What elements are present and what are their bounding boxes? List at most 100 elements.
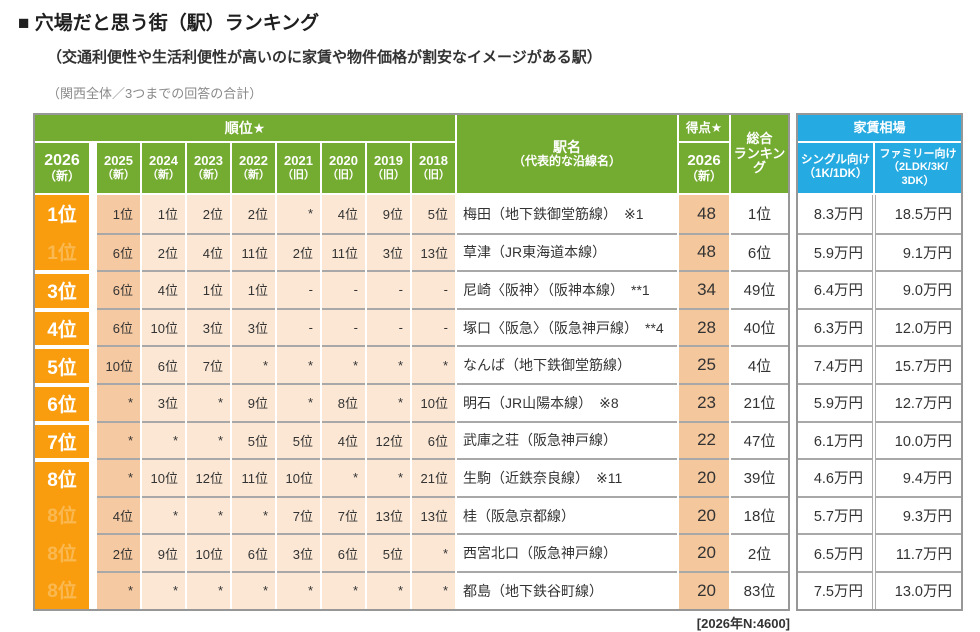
- rent-family-value: 9.1万円: [875, 232, 961, 271]
- history-rank-cell: 2位: [277, 232, 320, 271]
- station-header-line1: 駅名: [553, 139, 581, 156]
- history-rank-cell: 6位: [97, 232, 140, 271]
- rent-single-value: 6.3万円: [798, 307, 873, 346]
- history-rank-cell: 10位: [142, 458, 185, 496]
- column-spacer: [91, 195, 95, 233]
- overall-rank: 6位: [731, 232, 788, 271]
- score-value: 20: [679, 570, 729, 609]
- history-rank-cell: *: [367, 570, 410, 609]
- score-value: 34: [679, 270, 729, 308]
- score-2026-column-header: 2026 （新）: [679, 143, 729, 193]
- rank-cell: 8位: [35, 458, 89, 496]
- year-column-header: 2021 （旧）: [277, 143, 320, 193]
- rent-market-table: 家賃相場 シングル向け （1K/1DK） ファミリー向け （2LDK/3K/ 3…: [796, 113, 963, 611]
- year-column-header: 2019 （旧）: [367, 143, 410, 193]
- rank-cell: 1位: [35, 195, 89, 233]
- history-rank-cell: 11位: [322, 232, 365, 271]
- overall-rank: 2位: [731, 533, 788, 571]
- history-rank-cell: *: [187, 382, 230, 421]
- history-rank-cell: 3位: [277, 533, 320, 571]
- page-title: ■ 穴場だと思う街（駅）ランキング: [18, 13, 320, 34]
- year-header-line2: （新）: [237, 169, 270, 182]
- rent-group-header: 家賃相場: [798, 115, 961, 141]
- rent-family-value: 13.0万円: [875, 570, 961, 609]
- history-rank-cell: 13位: [367, 495, 410, 534]
- history-rank-cell: 10位: [97, 345, 140, 383]
- station-name: 梅田（地下鉄御堂筋線） ※1: [457, 195, 677, 233]
- ranking-table-header: 順位★ 駅名 （代表的な沿線名） 得点★ 総合 ランキング 2026 （新） 2…: [35, 115, 788, 193]
- score-value: 22: [679, 420, 729, 459]
- overall-rank: 39位: [731, 458, 788, 496]
- history-rank-cell: *: [322, 570, 365, 609]
- column-spacer: [91, 308, 95, 346]
- column-spacer: [91, 533, 95, 571]
- history-rank-cell: *: [367, 345, 410, 383]
- history-rank-cell: 2位: [232, 195, 275, 233]
- station-name: 都島（地下鉄谷町線）: [457, 570, 677, 609]
- history-rank-cell: 2位: [142, 232, 185, 271]
- rent-single-value: 5.9万円: [798, 232, 873, 271]
- history-rank-cell: 6位: [97, 307, 140, 346]
- sample-size-note: [2026年N:4600]: [696, 616, 790, 631]
- history-rank-cell: 7位: [277, 495, 320, 534]
- history-rank-cell: 10位: [142, 307, 185, 346]
- rent-family-value: 12.7万円: [875, 382, 961, 421]
- score-value: 20: [679, 458, 729, 496]
- year-header-line2: （旧）: [282, 169, 315, 182]
- history-rank-cell: *: [367, 458, 410, 496]
- history-rank-cell: *: [412, 570, 455, 609]
- ranking-table-body: 1位 1位 1位 2位 2位 * 4位 9位 5位 梅田（地下鉄御堂筋線） ※1 48 1位 1位 6位 2…: [35, 195, 788, 609]
- year-header-line1: 2024: [149, 153, 178, 169]
- history-rank-cell: 13位: [412, 495, 455, 534]
- overall-rank: 49位: [731, 270, 788, 308]
- history-rank-cell: 7位: [187, 345, 230, 383]
- year-column-header: 2025 （新）: [97, 143, 140, 193]
- history-rank-cell: *: [142, 420, 185, 459]
- year-header-line2: （旧）: [417, 169, 450, 182]
- overall-rank: 4位: [731, 345, 788, 383]
- rent-single-value: 5.7万円: [798, 495, 873, 534]
- year-header-line1: 2019: [374, 153, 403, 169]
- score-2026-header-line1: 2026: [687, 152, 721, 170]
- station-name: 草津（JR東海道本線）: [457, 232, 677, 271]
- rent-family-value: 11.7万円: [875, 533, 961, 571]
- history-rank-cell: 6位: [232, 533, 275, 571]
- rank-cell: 7位: [35, 420, 89, 459]
- history-rank-cell: 1位: [97, 195, 140, 233]
- history-rank-cell: 3位: [142, 382, 185, 421]
- history-rank-cell: 21位: [412, 458, 455, 496]
- history-rank-cell: 6位: [142, 345, 185, 383]
- history-rank-cell: 6位: [97, 270, 140, 308]
- rent-single-value: 6.5万円: [798, 533, 873, 571]
- history-rank-cell: *: [232, 495, 275, 534]
- station-name: 桂（阪急京都線）: [457, 495, 677, 534]
- rank-cell: 4位: [35, 307, 89, 346]
- rent-single-column-header: シングル向け （1K/1DK）: [798, 143, 873, 193]
- history-rank-cell: *: [277, 345, 320, 383]
- history-rank-cell: 5位: [367, 533, 410, 571]
- rent-family-value: 18.5万円: [875, 195, 961, 233]
- history-rank-cell: 7位: [322, 495, 365, 534]
- history-rank-cell: 10位: [277, 458, 320, 496]
- history-rank-cell: 6位: [322, 533, 365, 571]
- history-rank-cell: *: [322, 345, 365, 383]
- column-spacer: [91, 458, 95, 496]
- history-rank-cell: 3位: [367, 232, 410, 271]
- score-column-header: 得点★: [679, 115, 729, 141]
- history-rank-cell: *: [97, 458, 140, 496]
- history-rank-cell: 1位: [232, 270, 275, 308]
- history-rank-cell: 6位: [412, 420, 455, 459]
- year-header-line1: 2018: [419, 153, 448, 169]
- column-spacer: [91, 421, 95, 459]
- history-rank-cell: 4位: [97, 495, 140, 534]
- year-header-line1: 2022: [239, 153, 268, 169]
- rank-cell: 8位: [35, 570, 89, 609]
- rank-cell: 5位: [35, 345, 89, 383]
- history-rank-cell: -: [322, 270, 365, 308]
- history-rank-cell: 3位: [187, 307, 230, 346]
- column-spacer: [91, 345, 95, 383]
- score-2026-header-line2: （新）: [685, 168, 722, 183]
- score-value: 20: [679, 495, 729, 534]
- score-value: 28: [679, 307, 729, 346]
- year-header-line1: 2023: [194, 153, 223, 169]
